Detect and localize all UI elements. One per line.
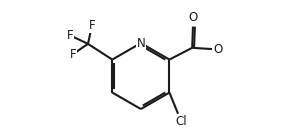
Text: F: F (67, 29, 73, 42)
Text: O: O (213, 43, 222, 56)
Text: O: O (188, 11, 198, 24)
Text: Cl: Cl (175, 115, 187, 128)
Text: F: F (89, 19, 95, 32)
Text: F: F (70, 48, 76, 61)
Text: N: N (137, 37, 145, 50)
